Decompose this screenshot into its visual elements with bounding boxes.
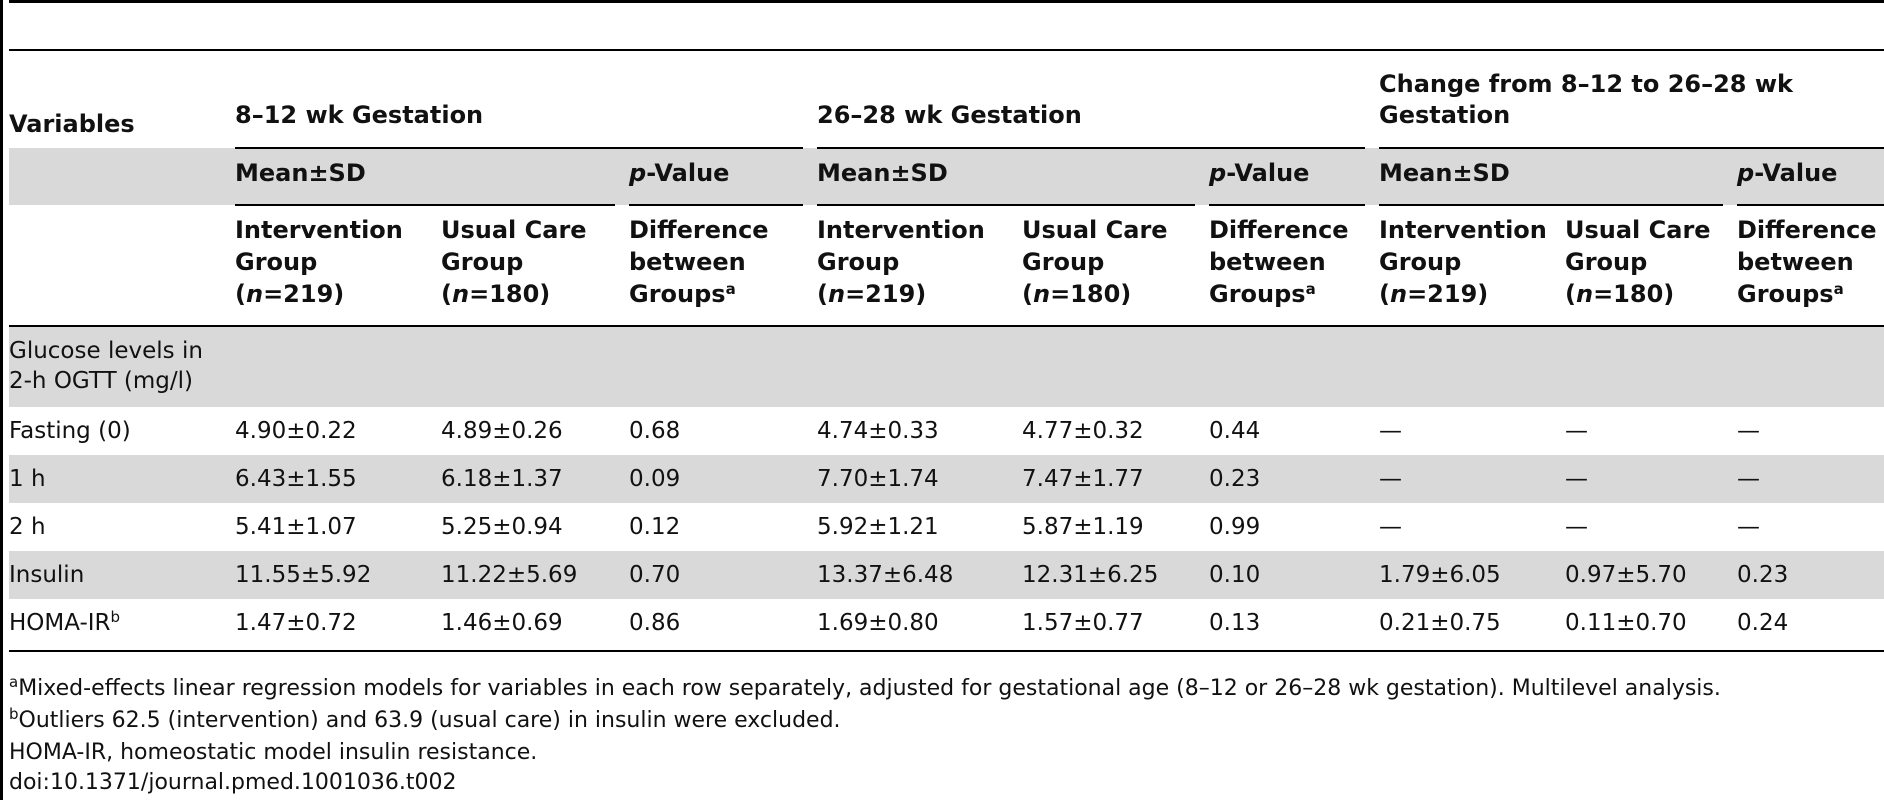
footnote-abbreviation: HOMA-IR, homeostatic model insulin resis…: [9, 740, 538, 765]
doi-link[interactable]: doi:10.1371/journal.pmed.1001036.t002: [9, 770, 457, 795]
header-band: [9, 148, 1884, 205]
group-title-change-line2: Gestation: [1379, 101, 1511, 129]
mean-rule-3: [1379, 204, 1723, 206]
p-value-header-1: p-Value: [629, 159, 730, 187]
table-cell: 0.21±0.75: [1379, 610, 1501, 636]
variables-header: Variables: [9, 110, 135, 138]
table-cell: 0.10: [1209, 562, 1261, 588]
group-title-8-12: 8–12 wk Gestation: [235, 101, 484, 129]
group1-rule: [235, 147, 803, 149]
table-cell: —: [1737, 514, 1760, 540]
header-top-rule: [9, 49, 1884, 51]
table-cell: 7.70±1.74: [817, 466, 939, 492]
table-cell: 0.23: [1737, 562, 1789, 588]
table-cell: 0.97±5.70: [1565, 562, 1687, 588]
row-label-homa-ir: HOMA-IRb: [9, 608, 121, 637]
table-cell: —: [1379, 466, 1402, 492]
group2-rule: [817, 147, 1365, 149]
table-cell: 0.44: [1209, 418, 1261, 444]
header-bottom-rule: [9, 325, 1884, 327]
usual-care-header-3: Usual Care Group (n=180): [1565, 216, 1711, 308]
table-cell: 0.11±0.70: [1565, 610, 1687, 636]
table-cell: 4.89±0.26: [441, 418, 563, 444]
table-cell: —: [1565, 514, 1588, 540]
mean-sd-header-2: Mean±SD: [817, 159, 948, 187]
table-figure: Variables 8–12 wk Gestation 26–28 wk Ges…: [9, 0, 1884, 800]
top-border: [9, 0, 1884, 3]
table-cell: 5.25±0.94: [441, 514, 563, 540]
footnote-b: bOutliers 62.5 (intervention) and 63.9 (…: [9, 705, 841, 734]
table-cell: 0.13: [1209, 610, 1261, 636]
table-cell: 5.87±1.19: [1022, 514, 1144, 540]
intervention-header-3: Intervention Group (n=219): [1379, 216, 1547, 308]
table-cell: —: [1379, 418, 1402, 444]
p-rule-1: [629, 204, 803, 206]
table-cell: 11.22±5.69: [441, 562, 578, 588]
table-cell: —: [1737, 418, 1760, 444]
row-label-insulin: Insulin: [9, 562, 85, 588]
table-cell: 0.86: [629, 610, 681, 636]
table-cell: 1.79±6.05: [1379, 562, 1501, 588]
p-rule-2: [1209, 204, 1365, 206]
p-value-header-3: p-Value: [1737, 159, 1838, 187]
row-label-1h: 1 h: [9, 466, 46, 492]
mean-sd-header-1: Mean±SD: [235, 159, 366, 187]
table-cell: 0.70: [629, 562, 681, 588]
section-label: Glucose levels in 2-h OGTT (mg/l): [9, 338, 203, 394]
table-cell: 13.37±6.48: [817, 562, 954, 588]
table-cell: —: [1565, 418, 1588, 444]
mean-rule-2: [817, 204, 1195, 206]
table-cell: 1.57±0.77: [1022, 610, 1144, 636]
table-cell: 6.18±1.37: [441, 466, 563, 492]
difference-header-1: Difference between Groupsa: [629, 216, 769, 308]
row-band-insulin: [9, 551, 1884, 599]
table-bottom-rule: [9, 650, 1884, 652]
intervention-header-2: Intervention Group (n=219): [817, 216, 985, 308]
table-cell: 0.99: [1209, 514, 1261, 540]
table-cell: —: [1737, 466, 1760, 492]
table-cell: 4.74±0.33: [817, 418, 939, 444]
table-cell: 12.31±6.25: [1022, 562, 1159, 588]
section-band: [9, 326, 1884, 407]
group3-rule: [1379, 147, 1884, 149]
table-cell: 1.46±0.69: [441, 610, 563, 636]
table-cell: 6.43±1.55: [235, 466, 357, 492]
table-cell: 5.92±1.21: [817, 514, 939, 540]
footnote-a: aMixed-effects linear regression models …: [9, 673, 1721, 702]
mean-rule-1: [235, 204, 615, 206]
group-title-change-line1: Change from 8–12 to 26–28 wk: [1379, 70, 1793, 98]
usual-care-header-2: Usual Care Group (n=180): [1022, 216, 1168, 308]
row-label-fasting: Fasting (0): [9, 418, 131, 444]
table-cell: 4.90±0.22: [235, 418, 357, 444]
table-cell: 0.09: [629, 466, 681, 492]
table-cell: 11.55±5.92: [235, 562, 372, 588]
table-cell: 4.77±0.32: [1022, 418, 1144, 444]
difference-header-3: Difference between Groupsa: [1737, 216, 1877, 308]
table-cell: 1.69±0.80: [817, 610, 939, 636]
group-title-26-28: 26–28 wk Gestation: [817, 101, 1082, 129]
table-cell: 0.24: [1737, 610, 1789, 636]
row-band-1h: [9, 455, 1884, 503]
table-cell: 0.68: [629, 418, 681, 444]
usual-care-header-1: Usual Care Group (n=180): [441, 216, 587, 308]
mean-sd-header-3: Mean±SD: [1379, 159, 1510, 187]
table-cell: —: [1565, 466, 1588, 492]
table-cell: —: [1379, 514, 1402, 540]
row-label-2h: 2 h: [9, 514, 46, 540]
table-cell: 0.23: [1209, 466, 1261, 492]
difference-header-2: Difference between Groupsa: [1209, 216, 1349, 308]
p-rule-3: [1737, 204, 1884, 206]
intervention-header-1: Intervention Group (n=219): [235, 216, 403, 308]
p-value-header-2: p-Value: [1209, 159, 1310, 187]
table-cell: 5.41±1.07: [235, 514, 357, 540]
table-cell: 1.47±0.72: [235, 610, 357, 636]
left-border: [0, 0, 3, 800]
table-cell: 7.47±1.77: [1022, 466, 1144, 492]
table-cell: 0.12: [629, 514, 681, 540]
